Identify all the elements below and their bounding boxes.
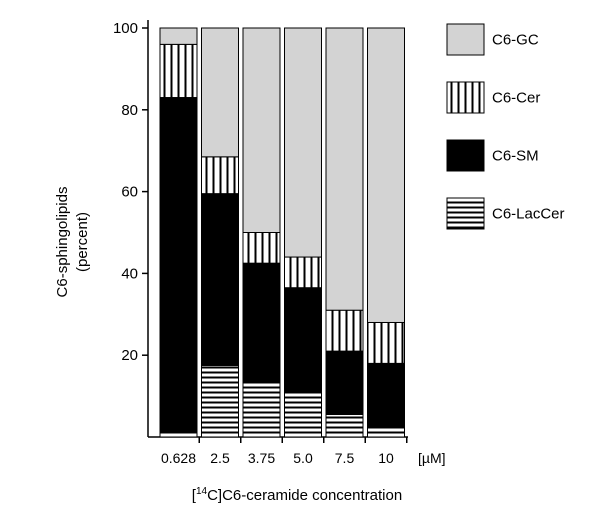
x-axis-unit: [µM] bbox=[418, 450, 446, 466]
bar-segment-c6-cer bbox=[325, 309, 364, 352]
tick-labels: 20 40 60 80 100 0.628 2.5 3.75 5.0 7.5 10 bbox=[113, 20, 394, 466]
bar-segment-c6-sm bbox=[284, 287, 322, 393]
y-axis-label-line1: C6-sphingolipids bbox=[54, 187, 71, 298]
bar-segment-c6-gc bbox=[284, 27, 322, 258]
bar-segment-c6-cer bbox=[284, 256, 322, 289]
bar-segment-c6-gc bbox=[159, 27, 198, 45]
x-tick-label: 2.5 bbox=[210, 450, 230, 466]
bar-segment-c6-sm bbox=[201, 193, 239, 366]
legend: C6-GC C6-Cer C6-SM C6-LacCer bbox=[446, 23, 565, 230]
legend-label-c6-cer: C6-Cer bbox=[492, 90, 540, 107]
legend-swatch-c6-sm bbox=[446, 139, 485, 172]
bars bbox=[159, 27, 405, 438]
x-tick-label: 5.0 bbox=[293, 450, 313, 466]
x-tick-label: 0.628 bbox=[161, 450, 196, 466]
x-axis-title-suffix: C]C6-ceramide concentration bbox=[207, 487, 402, 504]
bar-segment-c6-laccer bbox=[201, 364, 239, 438]
legend-swatch-c6-gc bbox=[446, 23, 485, 56]
y-tick-label: 60 bbox=[121, 184, 138, 201]
bar-segment-c6-gc bbox=[367, 27, 405, 323]
x-axis-title: [14C]C6-ceramide concentration bbox=[192, 486, 402, 504]
legend-swatch-c6-cer bbox=[446, 81, 485, 114]
y-axis-label-line2: (percent) bbox=[74, 212, 91, 272]
bar-segment-c6-gc bbox=[325, 27, 364, 311]
legend-swatch-c6-laccer bbox=[446, 197, 485, 230]
x-tick-label: 7.5 bbox=[335, 450, 355, 466]
bar-segment-c6-sm bbox=[242, 262, 281, 383]
bar-segment-c6-laccer bbox=[284, 391, 322, 438]
y-tick-label: 40 bbox=[121, 265, 138, 282]
bar-segment-c6-laccer bbox=[242, 381, 281, 438]
legend-label-c6-gc: C6-GC bbox=[492, 32, 539, 49]
y-tick-label: 80 bbox=[121, 102, 138, 119]
y-tick-label: 20 bbox=[121, 347, 138, 364]
bar-segment-c6-cer bbox=[201, 156, 239, 195]
bar-segment-c6-gc bbox=[242, 27, 281, 233]
y-tick-label: 100 bbox=[113, 20, 138, 37]
bar-segment-c6-cer bbox=[242, 232, 281, 264]
bar-segment-c6-laccer bbox=[159, 432, 198, 438]
bar-segment-c6-cer bbox=[367, 321, 405, 364]
bar-segment-c6-laccer bbox=[325, 414, 364, 438]
x-tick-label: 3.75 bbox=[248, 450, 275, 466]
bar-segment-c6-gc bbox=[201, 27, 239, 158]
x-tick-label: 10 bbox=[378, 450, 394, 466]
bar-segment-c6-laccer bbox=[367, 426, 405, 438]
bar-segment-c6-sm bbox=[159, 97, 198, 434]
x-axis-title-prefix: [ bbox=[192, 487, 197, 504]
bar-segment-c6-sm bbox=[325, 350, 364, 416]
x-axis-title-superscript: 14 bbox=[196, 486, 208, 497]
bar-segment-c6-cer bbox=[159, 43, 198, 99]
bar-segment-c6-sm bbox=[367, 362, 405, 428]
legend-label-c6-laccer: C6-LacCer bbox=[492, 206, 565, 223]
legend-label-c6-sm: C6-SM bbox=[492, 148, 539, 165]
